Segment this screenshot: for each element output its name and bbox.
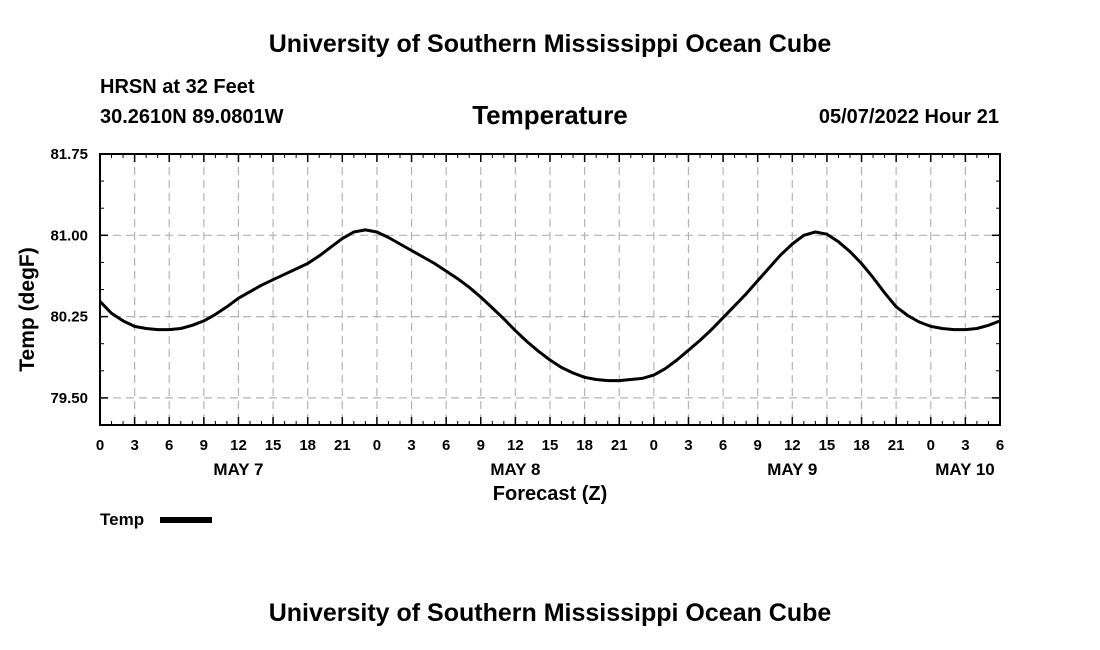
x-tick-label: 6: [442, 437, 450, 454]
station-label: HRSN at 32 Feet: [100, 76, 255, 98]
x-tick-label: 9: [477, 437, 485, 454]
x-axis-label: Forecast (Z): [493, 483, 607, 505]
x-tick-label: 15: [265, 437, 282, 454]
x-tick-label: 0: [373, 437, 381, 454]
x-tick-label: 6: [165, 437, 173, 454]
x-day-label: MAY 9: [767, 460, 817, 479]
x-tick-label: 12: [784, 437, 801, 454]
x-tick-label: 15: [542, 437, 559, 454]
x-tick-label: 21: [611, 437, 628, 454]
x-tick-label: 21: [888, 437, 905, 454]
x-day-label: MAY 8: [490, 460, 540, 479]
x-tick-label: 6: [996, 437, 1004, 454]
x-tick-label: 0: [96, 437, 104, 454]
x-day-label: MAY 7: [213, 460, 263, 479]
x-tick-label: 21: [334, 437, 351, 454]
x-tick-label: 15: [819, 437, 836, 454]
x-tick-label: 18: [576, 437, 593, 454]
y-tick-label: 81.75: [50, 146, 88, 163]
chart-title: Temperature: [472, 100, 628, 130]
x-tick-label: 6: [719, 437, 727, 454]
y-axis-label: Temp (degF): [16, 247, 39, 371]
y-tick-label: 81.00: [50, 227, 88, 244]
x-tick-label: 9: [754, 437, 762, 454]
bottom-title: University of Southern Mississippi Ocean…: [268, 599, 832, 627]
axis-labels: 0 3 6 9 12 15 18 21 0 3 6 9 12 15 18 21 0 3 6 9 12 15 18 21 0 3 6M…: [50, 146, 1004, 479]
y-tick-label: 79.50: [50, 390, 88, 407]
datetime-label: 05/07/2022 Hour 21: [818, 106, 999, 128]
x-tick-label: 12: [230, 437, 247, 454]
x-tick-label: 3: [130, 437, 138, 454]
y-tick-label: 80.25: [50, 309, 88, 326]
x-tick-label: 0: [927, 437, 935, 454]
x-tick-label: 3: [407, 437, 415, 454]
legend-label: Temp: [100, 510, 144, 529]
x-tick-label: 12: [507, 437, 524, 454]
series-line-temp: [98, 228, 1001, 383]
top-title: University of Southern Mississippi Ocean…: [268, 30, 832, 58]
x-tick-label: 3: [684, 437, 692, 454]
x-tick-label: 9: [200, 437, 208, 454]
x-tick-label: 3: [961, 437, 969, 454]
coordinates-label: 30.2610N 89.0801W: [100, 106, 284, 128]
x-tick-label: 18: [853, 437, 870, 454]
x-day-label: MAY 10: [935, 460, 995, 479]
x-tick-label: 0: [650, 437, 658, 454]
grid-lines: [100, 153, 1000, 425]
series-layer: [98, 228, 1001, 383]
plot-frame: [99, 153, 1001, 426]
x-tick-label: 18: [299, 437, 316, 454]
